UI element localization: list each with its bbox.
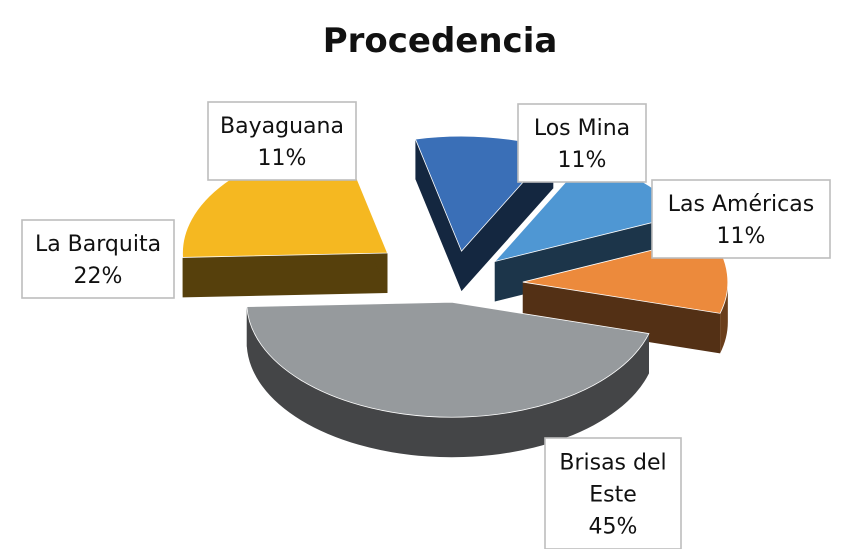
- slice-bayaguana: [414, 135, 555, 292]
- slice-side-face: [182, 252, 388, 298]
- label-percent: 22%: [74, 264, 123, 289]
- label-box: [517, 103, 647, 183]
- chart-title: Procedencia: [323, 21, 558, 61]
- label-box: [21, 219, 175, 299]
- slice-top-face: [246, 301, 650, 418]
- data-labels: Bayaguana 11% Los Mina 11% Las Américas 11% Br…: [21, 101, 831, 549]
- pie-slices: [182, 135, 729, 458]
- label-name: Este: [589, 483, 637, 508]
- slice-side-face: [415, 139, 462, 292]
- label-bayaguana: Bayaguana 11%: [207, 101, 357, 181]
- label-percent: 11%: [717, 224, 766, 249]
- label-name: La Barquita: [35, 232, 161, 257]
- label-percent: 11%: [258, 146, 307, 171]
- label-las-americas: Las Américas 11%: [651, 179, 831, 259]
- slice-outer-wall: [720, 282, 728, 354]
- slice-outer-wall: [246, 306, 649, 458]
- slice-side-face: [461, 148, 554, 292]
- label-percent: 11%: [558, 148, 607, 173]
- label-los-mina: Los Mina 11%: [517, 103, 647, 183]
- slice-side-face: [522, 282, 721, 354]
- label-percent: 45%: [589, 515, 638, 540]
- label-name: Bayaguana: [220, 114, 344, 139]
- label-box: [651, 179, 831, 259]
- label-name: Los Mina: [534, 116, 630, 141]
- label-name: Brisas del: [559, 451, 666, 476]
- slice-brisas-del-este: [246, 301, 650, 458]
- label-name: Las Américas: [668, 192, 814, 217]
- label-la-barquita: La Barquita 22%: [21, 219, 175, 299]
- label-box: [544, 437, 682, 549]
- label-box: [207, 101, 357, 181]
- label-brisas-del-este: Brisas del Este 45%: [544, 437, 682, 549]
